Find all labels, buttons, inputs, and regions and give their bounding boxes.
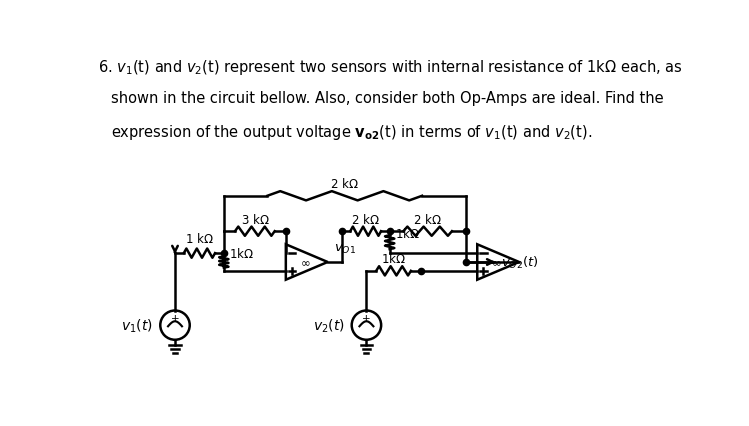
Text: 2 k$\Omega$: 2 k$\Omega$	[351, 212, 380, 226]
Text: 1k$\Omega$: 1k$\Omega$	[229, 247, 254, 261]
Text: $v_{O2}(t)$: $v_{O2}(t)$	[501, 254, 539, 271]
Text: +: +	[362, 314, 371, 323]
Text: 1k$\Omega$: 1k$\Omega$	[381, 251, 406, 265]
Text: $v_2(t)$: $v_2(t)$	[313, 317, 345, 334]
Text: 3 k$\Omega$: 3 k$\Omega$	[240, 212, 269, 226]
Text: +: +	[171, 314, 179, 323]
Text: 2 k$\Omega$: 2 k$\Omega$	[330, 177, 359, 191]
Text: 6. $v_1$(t) and $v_2$(t) represent two sensors with internal resistance of 1k$\O: 6. $v_1$(t) and $v_2$(t) represent two s…	[98, 58, 683, 77]
Text: $\infty$: $\infty$	[491, 256, 502, 269]
Text: $v_{O1}$: $v_{O1}$	[334, 242, 356, 256]
Text: 2 k$\Omega$: 2 k$\Omega$	[413, 212, 442, 226]
Text: 1 k$\Omega$: 1 k$\Omega$	[185, 232, 213, 246]
Text: $\infty$: $\infty$	[300, 256, 310, 269]
Text: shown in the circuit bellow. Also, consider both Op-Amps are ideal. Find the: shown in the circuit bellow. Also, consi…	[111, 90, 664, 105]
Text: $v_1(t)$: $v_1(t)$	[121, 317, 154, 334]
Text: expression of the output voltage $\mathbf{v_{o2}}$(t) in terms of $v_1$(t) and $: expression of the output voltage $\mathb…	[111, 123, 592, 141]
Text: 1k$\Omega$: 1k$\Omega$	[395, 226, 420, 240]
